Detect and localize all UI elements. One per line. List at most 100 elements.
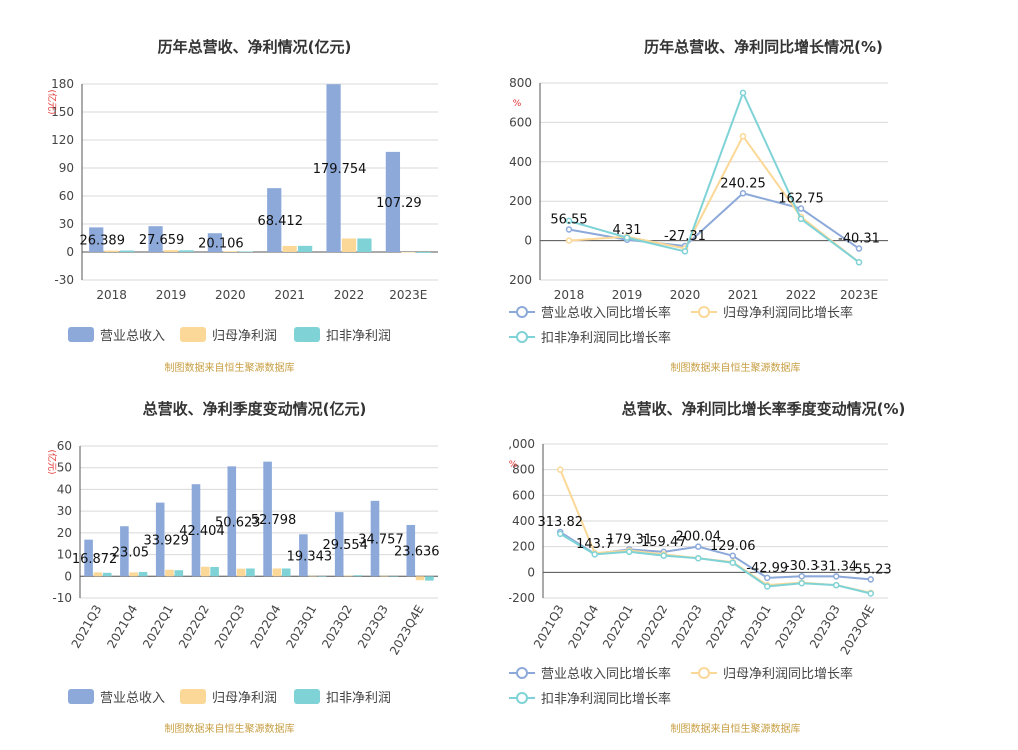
legend-label-parent-growth: 归母净利润同比增长率 — [723, 667, 854, 682]
x-tick-label: 2022 — [786, 288, 817, 302]
data-label: 240.25 — [720, 176, 766, 191]
legend-item-revenue-growth[interactable]: 营业总收入同比增长率 — [509, 302, 671, 321]
bar-quarter-bar-2-0 — [102, 572, 112, 577]
bar-quarter-bar-0-5 — [263, 461, 272, 577]
bar-quarter-bar-1-8 — [380, 575, 389, 577]
bar-quarter-bar-2-2 — [174, 570, 184, 577]
quarter-bar-panel: 总营收、净利季度变动情况(亿元) -10 0 10 20 30 40 50 60 (亿元) 202… — [0, 362, 509, 737]
legend-swatch-parent-profit — [180, 327, 206, 342]
bar-quarter-bar-2-4 — [246, 568, 255, 577]
x-tick-label: 2021Q4 — [565, 603, 601, 651]
x-tick-label: 2021 — [274, 288, 305, 302]
annual-line-title: 历年总营收、净利同比增长情况(%) — [644, 38, 883, 56]
x-tick-label: 2018 — [554, 288, 585, 302]
y-tick-label: 60 — [59, 189, 74, 203]
series-point — [565, 237, 573, 244]
legend-swatch-revenue — [68, 327, 94, 342]
legend-label-revenue: 营业总收入 — [100, 329, 166, 344]
data-label: -42.99 — [746, 561, 788, 576]
bar-annual-bar-1-3 — [282, 245, 297, 252]
series-point — [565, 226, 573, 233]
y-tick-label: 200 — [509, 194, 532, 208]
data-label: 56.55 — [550, 212, 587, 227]
series-point — [591, 551, 598, 558]
legend-swatch-nonrecurring-growth — [509, 329, 535, 344]
quarter-line-panel: 总营收、净利同比增长率季度变动情况(%) -200 0 200 400 600 800 1,… — [509, 362, 1018, 737]
legend-item-nonrecurring-growth[interactable]: 扣非净利润同比增长率 — [509, 327, 671, 346]
bar-quarter-bar-0-6 — [299, 534, 308, 577]
series-point — [729, 559, 736, 566]
legend-item-revenue[interactable]: 营业总收入 — [68, 687, 165, 706]
y-tick-label: -200 — [509, 273, 532, 287]
series-point — [833, 573, 840, 580]
bar-quarter-bar-0-9 — [406, 524, 416, 577]
y-unit-label: % — [509, 460, 518, 470]
series-point — [764, 583, 771, 590]
series-point — [626, 548, 633, 556]
legend-item-parent-growth[interactable]: 归母净利润同比增长率 — [691, 663, 853, 682]
legend-item-parent-profit[interactable]: 归母净利润 — [180, 687, 277, 706]
series-line-quarter-line-2 — [559, 532, 871, 595]
bar-quarter-bar-1-1 — [129, 572, 138, 577]
annual-bar-title: 历年总营收、净利情况(亿元) — [157, 38, 352, 56]
source-note: 制图数据来自恒生聚源数据库 — [164, 724, 295, 735]
y-unit-label: (亿元) — [46, 89, 58, 114]
legend-swatch-parent-profit — [180, 689, 206, 704]
bar-quarter-bar-0-8 — [370, 500, 380, 577]
data-label: 52.798 — [251, 513, 297, 528]
y-tick-label: -10 — [52, 591, 72, 605]
bar-annual-bar-1-1 — [163, 250, 179, 252]
legend-item-parent-profit[interactable]: 归母净利润 — [180, 325, 277, 344]
bar-annual-bar-1-4 — [341, 238, 357, 252]
legend-item-nonrecurring-growth[interactable]: 扣非净利润同比增长率 — [509, 688, 671, 707]
legend-label-revenue: 营业总收入 — [100, 691, 166, 706]
data-label: 20.106 — [198, 237, 244, 252]
series-line-annual-line-2 — [568, 90, 860, 264]
legend-swatch-parent-growth — [691, 304, 717, 319]
legend-item-parent-growth[interactable]: 归母净利润同比增长率 — [691, 302, 853, 321]
legend-item-nonrecurring-profit[interactable]: 扣非净利润 — [294, 687, 391, 706]
series-point — [739, 89, 747, 97]
legend-item-revenue-growth[interactable]: 营业总收入同比增长率 — [509, 663, 671, 682]
x-tick-label: 2019 — [612, 288, 643, 302]
y-unit-label: (亿元) — [46, 449, 58, 474]
annual-bar-panel: 历年总营收、净利情况(亿元) -30 0 30 60 90 120 150 180 (亿元) 20… — [0, 0, 509, 375]
data-label: 179.754 — [313, 162, 367, 177]
data-label: 159.47 — [641, 535, 687, 550]
y-tick-label: 400 — [512, 514, 535, 528]
x-tick-label: 2022Q2 — [176, 603, 212, 651]
bar-quarter-bar-1-4 — [236, 568, 246, 577]
series-point — [867, 576, 874, 583]
y-tick-label: 20 — [57, 526, 72, 540]
series-point — [797, 205, 805, 212]
y-tick-label: 600 — [509, 115, 532, 129]
legend-item-nonrecurring-profit[interactable]: 扣非净利润 — [294, 325, 391, 344]
quarter-line-title: 总营收、净利同比增长率季度变动情况(%) — [621, 400, 906, 418]
x-tick-label: 2023Q3 — [807, 603, 843, 651]
x-tick-label: 2023Q2 — [319, 603, 355, 651]
series-point — [681, 248, 689, 255]
bar-quarter-bar-2-8 — [389, 576, 398, 577]
data-label: 162.75 — [778, 192, 824, 207]
legend-item-revenue[interactable]: 营业总收入 — [68, 325, 165, 344]
legend-swatch-nonrecurring-profit — [294, 327, 320, 342]
x-tick-label: 2022Q2 — [634, 603, 670, 651]
bar-annual-bar-0-5 — [385, 151, 401, 252]
legend-label-nonrecurring-profit: 扣非净利润 — [326, 329, 392, 344]
bar-quarter-bar-1-2 — [165, 569, 174, 577]
series-point — [855, 245, 863, 252]
series-point — [833, 581, 840, 589]
y-tick-label: 800 — [509, 76, 532, 90]
x-tick-label: 2021 — [728, 288, 759, 302]
y-tick-label: 180 — [51, 77, 74, 91]
x-tick-label: 2022Q3 — [212, 603, 248, 651]
data-label: 129.06 — [710, 539, 756, 554]
data-label: -31.34 — [815, 559, 857, 574]
y-tick-label: 40 — [57, 482, 72, 496]
data-label: 68.412 — [257, 214, 303, 229]
bar-quarter-bar-0-0 — [84, 539, 93, 577]
x-tick-label: 2023E — [389, 288, 427, 302]
x-tick-label: 2020 — [670, 288, 701, 302]
bar-quarter-bar-0-7 — [334, 512, 344, 577]
x-tick-label: 2021Q3 — [531, 603, 567, 651]
